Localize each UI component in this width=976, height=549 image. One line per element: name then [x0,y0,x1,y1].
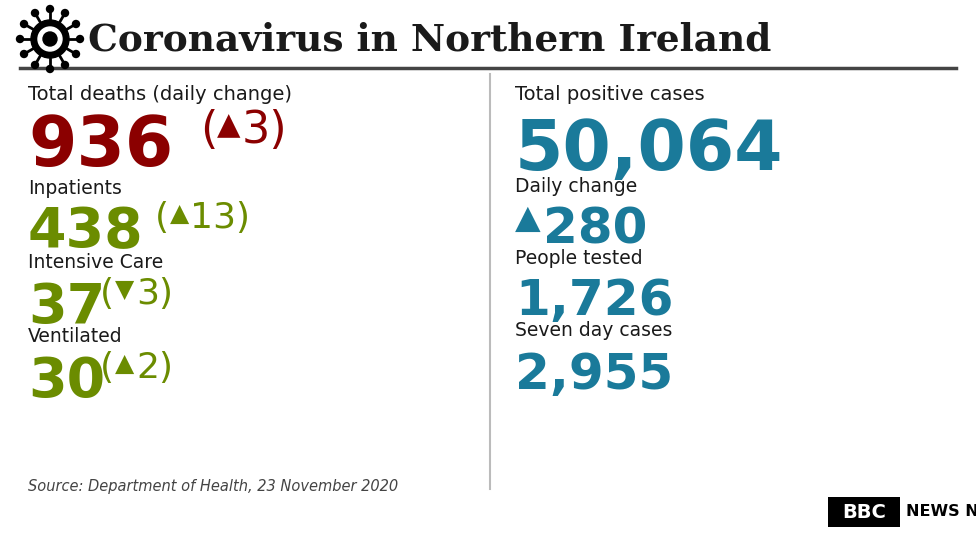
Circle shape [72,20,79,27]
Text: 936: 936 [28,113,174,180]
Text: Total positive cases: Total positive cases [515,85,705,104]
Text: 30: 30 [28,355,105,409]
Text: Source: Department of Health, 23 November 2020: Source: Department of Health, 23 Novembe… [28,479,398,494]
Circle shape [47,5,54,13]
Text: Total deaths (daily change): Total deaths (daily change) [28,85,292,104]
Text: 3): 3) [136,277,173,311]
Circle shape [38,27,62,51]
Text: NEWS NI: NEWS NI [906,505,976,519]
Circle shape [61,61,68,69]
Text: Seven day cases: Seven day cases [515,321,672,340]
Text: 2): 2) [136,351,173,385]
Circle shape [20,20,27,27]
Text: ▲: ▲ [115,352,135,376]
Text: ▲: ▲ [515,202,541,235]
Text: Coronavirus in Northern Ireland: Coronavirus in Northern Ireland [88,21,771,59]
Text: (: ( [200,109,218,152]
Text: 13): 13) [190,201,250,235]
Text: 438: 438 [28,205,143,259]
Circle shape [76,36,84,42]
Text: Ventilated: Ventilated [28,327,123,346]
Text: People tested: People tested [515,249,642,268]
Text: Intensive Care: Intensive Care [28,253,163,272]
Text: 280: 280 [543,205,647,253]
Text: 37: 37 [28,281,105,335]
Text: Daily change: Daily change [515,177,637,196]
Circle shape [61,9,68,16]
Text: 3): 3) [242,109,288,152]
Circle shape [20,51,27,58]
Text: (: ( [100,277,114,311]
Text: Inpatients: Inpatients [28,179,122,198]
Text: ▲: ▲ [170,202,189,226]
Circle shape [43,32,57,46]
Text: ▼: ▼ [115,278,135,302]
Circle shape [47,65,54,72]
FancyBboxPatch shape [828,497,900,527]
Circle shape [72,51,79,58]
Circle shape [31,20,69,58]
Circle shape [31,9,38,16]
Text: (: ( [155,201,169,235]
Text: (: ( [100,351,114,385]
Text: BBC: BBC [842,502,886,522]
Text: 50,064: 50,064 [515,117,784,184]
Text: ▲: ▲ [217,111,240,140]
Text: 1,726: 1,726 [515,277,673,325]
Text: 2,955: 2,955 [515,351,673,399]
Circle shape [31,61,38,69]
Circle shape [17,36,23,42]
